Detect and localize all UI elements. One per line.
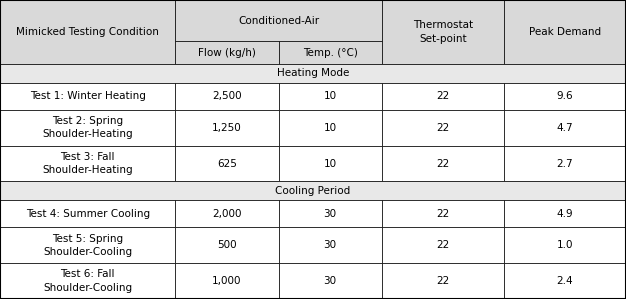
Text: 22: 22 [436, 158, 449, 169]
Text: 2,500: 2,500 [212, 91, 242, 101]
Bar [0, 110, 175, 146]
Text: 4.7: 4.7 [557, 123, 573, 132]
Bar [504, 0, 626, 64]
Text: Test 5: Spring
Shoulder-Cooling: Test 5: Spring Shoulder-Cooling [43, 234, 132, 257]
Bar [0, 64, 626, 83]
Text: 30: 30 [324, 240, 337, 250]
Bar [279, 227, 382, 263]
Text: 1.0: 1.0 [557, 240, 573, 250]
Bar [175, 110, 279, 146]
Bar [0, 227, 175, 263]
Bar [0, 0, 175, 64]
Bar [0, 200, 175, 227]
Text: Test 1: Winter Heating: Test 1: Winter Heating [29, 91, 146, 101]
Text: 9.6: 9.6 [557, 91, 573, 101]
Text: 1,250: 1,250 [212, 123, 242, 132]
Bar [382, 110, 504, 146]
Text: Flow (kg/h): Flow (kg/h) [198, 48, 256, 57]
Bar [504, 200, 626, 227]
Bar [0, 263, 175, 299]
Bar [279, 110, 382, 146]
Text: Heating Mode: Heating Mode [277, 68, 349, 78]
Bar [504, 227, 626, 263]
Text: 625: 625 [217, 158, 237, 169]
Text: 22: 22 [436, 209, 449, 219]
Text: Peak Demand: Peak Demand [529, 27, 601, 37]
Text: 22: 22 [436, 240, 449, 250]
Bar [504, 110, 626, 146]
Bar [175, 146, 279, 181]
Bar [504, 83, 626, 110]
Text: 22: 22 [436, 91, 449, 101]
Bar [279, 200, 382, 227]
Text: 500: 500 [217, 240, 237, 250]
Bar [0, 181, 626, 200]
Text: Mimicked Testing Condition: Mimicked Testing Condition [16, 27, 159, 37]
Bar [504, 263, 626, 299]
Bar [175, 227, 279, 263]
Text: Temp. (°C): Temp. (°C) [303, 48, 357, 57]
Text: Cooling Period: Cooling Period [275, 186, 351, 196]
Bar [279, 41, 382, 64]
Text: 2.7: 2.7 [557, 158, 573, 169]
Text: 10: 10 [324, 91, 337, 101]
Text: Test 3: Fall
Shoulder-Heating: Test 3: Fall Shoulder-Heating [43, 152, 133, 175]
Bar [279, 263, 382, 299]
Text: Conditioned-Air: Conditioned-Air [238, 16, 319, 25]
Text: 30: 30 [324, 276, 337, 286]
Text: 22: 22 [436, 123, 449, 132]
Bar [382, 263, 504, 299]
Bar [175, 0, 382, 41]
Bar [382, 83, 504, 110]
Bar [0, 83, 175, 110]
Text: 30: 30 [324, 209, 337, 219]
Bar [382, 227, 504, 263]
Text: 10: 10 [324, 123, 337, 132]
Text: Test 4: Summer Cooling: Test 4: Summer Cooling [26, 209, 150, 219]
Text: Thermostat
Set-point: Thermostat Set-point [413, 20, 473, 44]
Bar [175, 83, 279, 110]
Bar [504, 146, 626, 181]
Text: 2,000: 2,000 [212, 209, 242, 219]
Text: 1,000: 1,000 [212, 276, 242, 286]
Text: 2.4: 2.4 [557, 276, 573, 286]
Bar [0, 146, 175, 181]
Bar [279, 146, 382, 181]
Text: 10: 10 [324, 158, 337, 169]
Bar [175, 41, 279, 64]
Text: Test 6: Fall
Shoulder-Cooling: Test 6: Fall Shoulder-Cooling [43, 269, 132, 293]
Bar [382, 146, 504, 181]
Bar [279, 83, 382, 110]
Bar [382, 0, 504, 64]
Bar [382, 200, 504, 227]
Text: Test 2: Spring
Shoulder-Heating: Test 2: Spring Shoulder-Heating [43, 116, 133, 139]
Bar [175, 200, 279, 227]
Text: 4.9: 4.9 [557, 209, 573, 219]
Text: 22: 22 [436, 276, 449, 286]
Bar [175, 263, 279, 299]
